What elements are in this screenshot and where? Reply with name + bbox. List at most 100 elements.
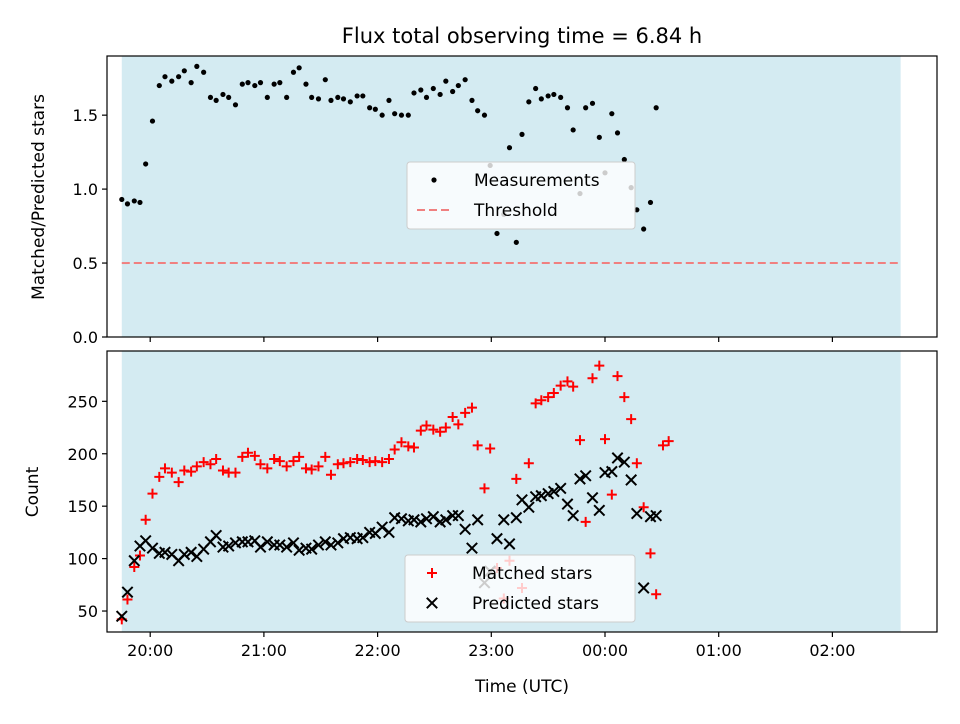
data-point <box>115 610 128 623</box>
data-point <box>364 457 375 468</box>
data-point <box>325 469 336 480</box>
data-point <box>462 77 468 83</box>
series-matched-stars <box>116 360 674 625</box>
data-point <box>396 437 407 448</box>
data-point <box>280 541 293 553</box>
data-point <box>386 97 392 103</box>
data-point <box>319 535 332 548</box>
data-point <box>593 504 606 517</box>
data-point <box>510 511 523 524</box>
data-point <box>555 380 566 391</box>
data-point <box>536 395 547 406</box>
series-predicted-stars <box>115 452 663 623</box>
y-tick-label: 1.5 <box>73 106 98 125</box>
data-point <box>453 419 464 430</box>
data-point <box>511 473 522 484</box>
data-point <box>128 554 141 567</box>
top-y-axis-label: Matched/Predicted stars <box>29 94 49 300</box>
bottom-y-axis-label: Count <box>23 466 43 517</box>
data-point <box>405 112 411 118</box>
data-point <box>440 422 451 433</box>
data-point <box>245 80 251 86</box>
data-point <box>651 589 662 600</box>
data-point <box>538 96 544 102</box>
data-point <box>162 74 168 80</box>
data-point <box>293 544 306 557</box>
data-point <box>357 455 368 466</box>
chart-title: Flux total observing time = 6.84 h <box>342 24 702 48</box>
data-point <box>176 74 182 80</box>
data-point <box>205 459 216 470</box>
data-point <box>147 488 158 499</box>
data-point <box>296 65 302 71</box>
y-tick-label: 50 <box>78 602 98 621</box>
data-point <box>443 78 449 84</box>
data-point <box>574 435 585 446</box>
data-point <box>547 485 560 498</box>
data-point <box>423 94 430 101</box>
data-point <box>119 196 125 203</box>
data-point <box>294 451 305 462</box>
data-point <box>437 91 443 98</box>
data-point <box>312 539 325 551</box>
data-point <box>154 471 165 482</box>
data-point <box>354 93 360 99</box>
data-point <box>637 582 650 594</box>
data-point <box>503 538 516 550</box>
data-point <box>657 440 668 451</box>
data-point <box>626 414 637 425</box>
data-point <box>600 434 610 445</box>
data-point <box>370 456 381 467</box>
x-tick-label: 01:00 <box>696 641 742 660</box>
data-point <box>392 111 398 117</box>
data-point <box>452 509 465 522</box>
data-point <box>207 94 214 101</box>
data-point <box>159 463 170 474</box>
data-point <box>460 407 471 418</box>
data-point <box>647 199 654 206</box>
data-point <box>606 489 617 500</box>
data-point <box>653 105 659 111</box>
data-point <box>356 531 369 544</box>
data-point <box>185 546 198 559</box>
data-point <box>611 452 624 464</box>
data-point <box>257 80 264 86</box>
data-point <box>638 502 649 513</box>
y-tick-label: 100 <box>67 550 98 569</box>
data-point <box>523 458 534 469</box>
data-point <box>459 523 472 536</box>
data-point <box>469 97 475 103</box>
data-point <box>579 469 592 482</box>
data-point <box>594 360 605 371</box>
data-point <box>455 82 461 89</box>
data-point <box>222 540 235 552</box>
data-point <box>466 542 478 555</box>
data-point <box>395 512 408 525</box>
data-point <box>188 80 194 86</box>
data-point <box>271 81 277 87</box>
data-point <box>264 94 270 101</box>
count-panel: 50 100 150 200 250 20:00 21:00 22:00 23:00 00:00 0… <box>67 350 938 660</box>
data-point <box>427 510 440 523</box>
data-point <box>403 441 414 452</box>
data-point <box>564 105 571 111</box>
data-point <box>121 586 134 599</box>
data-point <box>230 467 241 478</box>
data-point <box>340 96 347 102</box>
data-point <box>430 85 436 92</box>
legend: Measurements Threshold <box>406 161 636 230</box>
data-point <box>447 412 458 423</box>
data-point <box>379 112 385 118</box>
data-point <box>389 444 400 455</box>
data-point <box>252 82 258 89</box>
data-point <box>641 226 647 232</box>
data-point <box>232 102 239 108</box>
data-point <box>261 535 274 548</box>
data-point <box>411 90 417 96</box>
data-point <box>570 127 576 133</box>
data-point <box>137 199 143 206</box>
data-point <box>618 456 631 469</box>
data-point <box>605 465 618 478</box>
data-point <box>506 145 513 151</box>
